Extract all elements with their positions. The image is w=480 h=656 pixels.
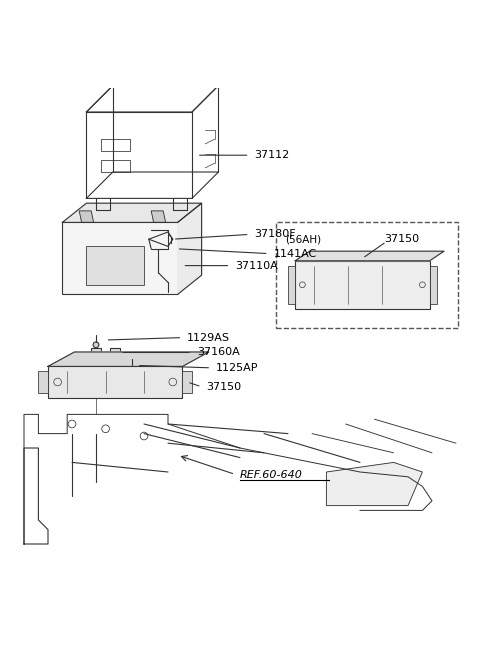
Polygon shape (295, 251, 444, 261)
Polygon shape (151, 211, 166, 222)
Text: 1141AC: 1141AC (274, 249, 317, 258)
Text: 1129AS: 1129AS (187, 333, 230, 342)
Polygon shape (288, 266, 295, 304)
Polygon shape (62, 203, 202, 222)
Text: (56AH): (56AH) (286, 234, 322, 245)
Circle shape (129, 365, 135, 371)
Polygon shape (178, 203, 202, 295)
Polygon shape (430, 266, 437, 304)
Polygon shape (48, 352, 209, 367)
Text: 37110A: 37110A (235, 260, 278, 270)
Polygon shape (62, 222, 178, 295)
Circle shape (93, 342, 99, 348)
Polygon shape (86, 247, 144, 285)
Text: 37112: 37112 (254, 150, 289, 160)
Text: 37180F: 37180F (254, 230, 296, 239)
Polygon shape (295, 261, 430, 309)
Polygon shape (38, 371, 48, 393)
Text: 37150: 37150 (384, 234, 419, 244)
Text: REF.60-640: REF.60-640 (240, 470, 303, 480)
Text: 1125AP: 1125AP (216, 363, 259, 373)
Polygon shape (48, 367, 182, 398)
Polygon shape (91, 348, 120, 357)
Polygon shape (182, 371, 192, 393)
Polygon shape (326, 462, 422, 506)
Text: 37150: 37150 (206, 382, 241, 392)
Polygon shape (79, 211, 94, 222)
Text: 37160A: 37160A (197, 348, 240, 358)
